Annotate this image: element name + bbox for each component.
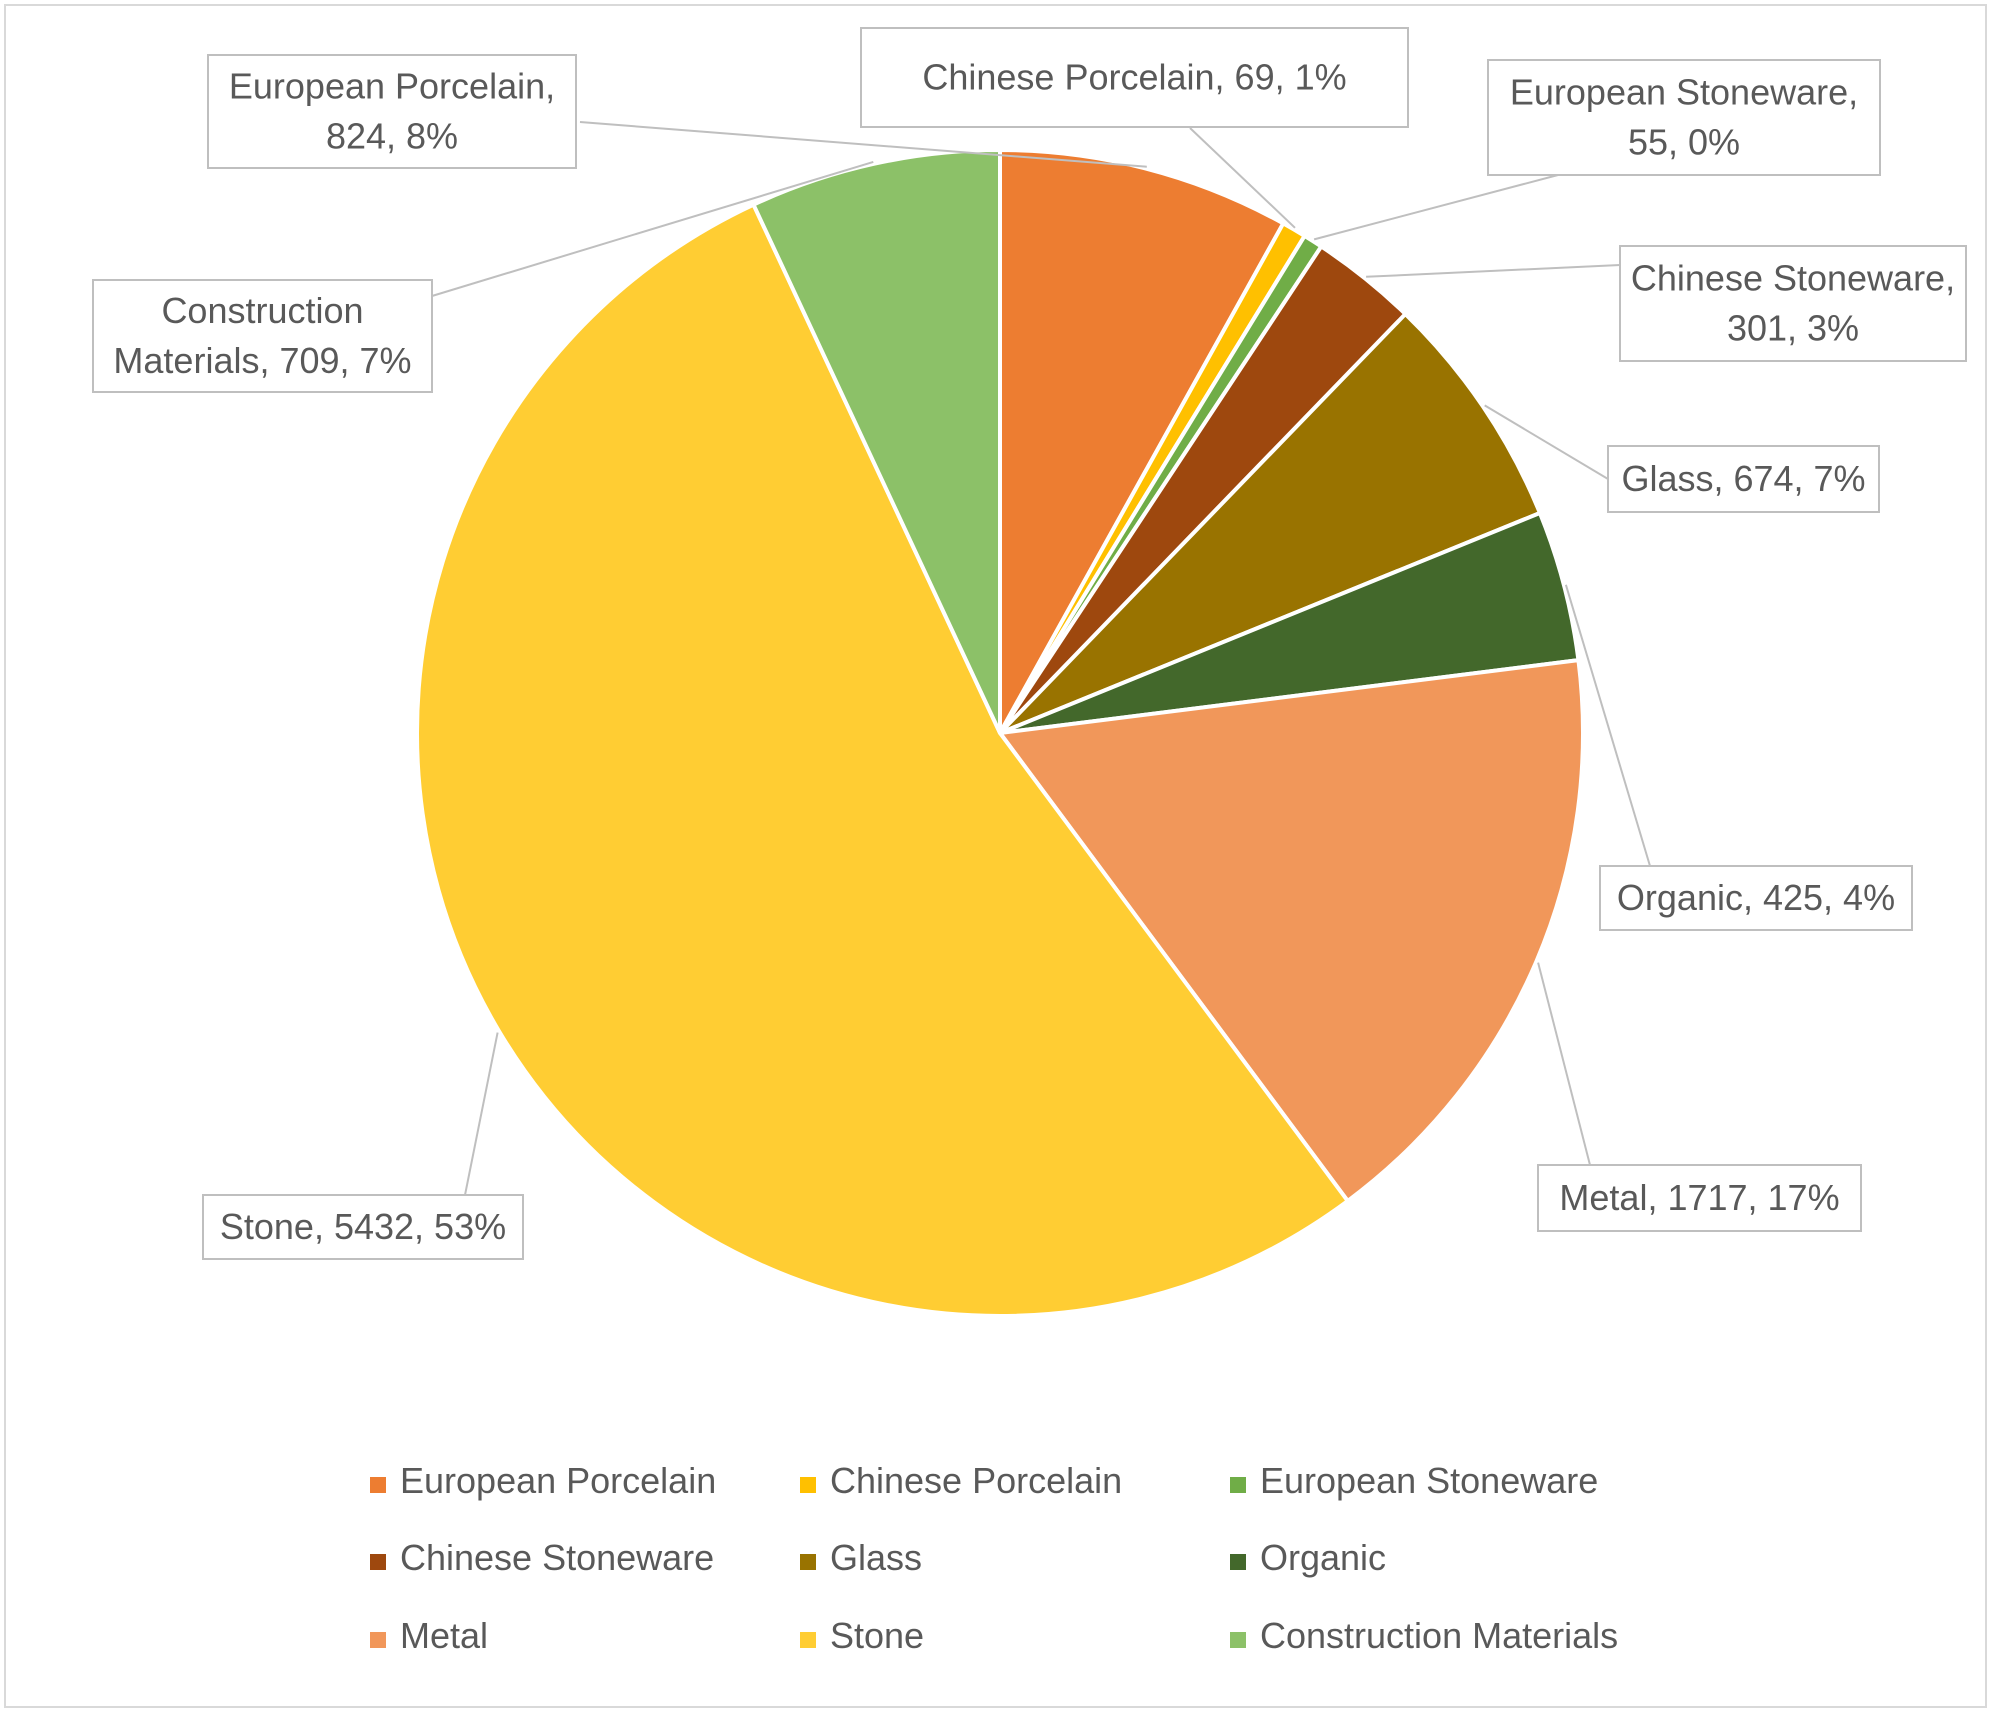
- legend-swatch-chinese-stoneware: [370, 1554, 386, 1570]
- pie-slice-metal: [998, 658, 1585, 1203]
- leader-line-chinese-porcelain: [1189, 127, 1296, 229]
- pie-slice-glass: [998, 312, 1542, 735]
- data-label-european-porcelain-line-2: 824, 8%: [326, 116, 458, 157]
- data-label-glass-line-1: Glass, 674, 7%: [1621, 458, 1865, 499]
- data-label-box-chinese-stoneware: [1619, 245, 1967, 362]
- data-label-box-glass: [1607, 445, 1880, 513]
- data-label-box-european-stoneware: [1487, 59, 1881, 176]
- legend-label-european-stoneware: European Stoneware: [1260, 1460, 1598, 1501]
- data-label-box-european-porcelain: [207, 54, 577, 169]
- leader-line-organic: [1564, 584, 1651, 867]
- leader-line-metal: [1537, 962, 1591, 1166]
- data-label-chinese-stoneware-line-1: Chinese Stoneware,: [1631, 258, 1955, 299]
- legend-item-glass: Glass: [800, 1537, 922, 1578]
- data-label-box-stone: [202, 1194, 524, 1260]
- legend-label-stone: Stone: [830, 1615, 924, 1656]
- data-label-chinese-stoneware-line-2: 301, 3%: [1727, 308, 1859, 349]
- legend-item-organic: Organic: [1230, 1537, 1386, 1578]
- legend-label-glass: Glass: [830, 1537, 922, 1578]
- legend: European Porcelain Chinese Porcelain Europ…: [370, 1460, 1618, 1656]
- legend-label-european-porcelain: European Porcelain: [400, 1460, 716, 1501]
- data-label-european-porcelain-line-1: European Porcelain,: [229, 66, 555, 107]
- data-label-organic-line-1: Organic, 425, 4%: [1617, 877, 1895, 918]
- legend-item-european-stoneware: European Stoneware: [1230, 1460, 1598, 1501]
- leader-line-stone: [464, 1032, 499, 1196]
- label-leader-lines: [431, 121, 1651, 1196]
- data-label-chinese-porcelain-line-1: Chinese Porcelain, 69, 1%: [922, 57, 1346, 98]
- data-labels: European Porcelain, 824, 8% Chinese Porcel…: [92, 27, 1967, 1260]
- legend-item-stone: Stone: [800, 1615, 924, 1656]
- data-label-stone-line-1: Stone, 5432, 53%: [220, 1206, 506, 1247]
- legend-label-metal: Metal: [400, 1615, 488, 1656]
- leader-line-european-stoneware: [1313, 174, 1559, 241]
- data-label-european-stoneware-line-2: 55, 0%: [1628, 122, 1740, 163]
- legend-swatch-metal: [370, 1632, 386, 1648]
- data-label-box-organic: [1599, 865, 1913, 931]
- pie-slice-stone: [415, 202, 1350, 1318]
- legend-label-organic: Organic: [1260, 1537, 1386, 1578]
- data-label-construction-materials-line-2: Materials, 709, 7%: [113, 340, 411, 381]
- data-label-box-metal: [1537, 1164, 1862, 1232]
- leader-line-glass: [1484, 404, 1609, 480]
- data-label-european-stoneware-line-1: European Stoneware,: [1510, 72, 1858, 113]
- legend-item-chinese-stoneware: Chinese Stoneware: [370, 1537, 714, 1578]
- legend-swatch-european-stoneware: [1230, 1477, 1246, 1493]
- data-label-box-construction-materials: [92, 279, 433, 393]
- legend-item-metal: Metal: [370, 1615, 488, 1656]
- pie-slice-construction-materials: [751, 148, 1002, 735]
- legend-label-chinese-stoneware: Chinese Stoneware: [400, 1537, 714, 1578]
- legend-swatch-chinese-porcelain: [800, 1477, 816, 1493]
- pie-slice-european-porcelain: [998, 148, 1286, 735]
- legend-swatch-construction-materials: [1230, 1632, 1246, 1648]
- legend-swatch-european-porcelain: [370, 1477, 386, 1493]
- leader-line-construction-materials: [431, 160, 874, 297]
- legend-label-chinese-porcelain: Chinese Porcelain: [830, 1460, 1122, 1501]
- leader-line-european-porcelain: [579, 121, 1147, 168]
- pie-slices: [415, 148, 1585, 1318]
- data-label-box-chinese-porcelain: [860, 27, 1409, 128]
- legend-swatch-organic: [1230, 1554, 1246, 1570]
- legend-item-construction-materials: Construction Materials: [1230, 1615, 1618, 1656]
- legend-item-european-porcelain: European Porcelain: [370, 1460, 716, 1501]
- legend-label-construction-materials: Construction Materials: [1260, 1615, 1618, 1656]
- data-label-construction-materials-line-1: Construction: [161, 290, 363, 331]
- legend-swatch-stone: [800, 1632, 816, 1648]
- data-label-metal-line-1: Metal, 1717, 17%: [1559, 1177, 1839, 1218]
- legend-item-chinese-porcelain: Chinese Porcelain: [800, 1460, 1122, 1501]
- leader-line-chinese-stoneware: [1366, 264, 1621, 278]
- legend-swatch-glass: [800, 1554, 816, 1570]
